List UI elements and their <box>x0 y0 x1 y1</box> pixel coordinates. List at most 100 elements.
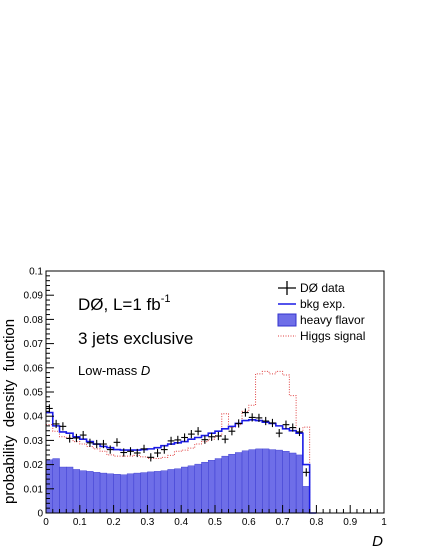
heavy-flavor-bar <box>79 470 87 514</box>
experiment-label: DØ, L=1 fb-1 <box>78 293 170 314</box>
y-axis-title: probability density function <box>1 319 18 504</box>
legend-heavy-label: heavy flavor <box>300 313 365 327</box>
heavy-flavor-bar <box>295 454 304 514</box>
x-tick-label: 1 <box>381 517 387 528</box>
selection-label: 3 jets exclusive <box>78 329 193 348</box>
heavy-flavor-bar <box>262 448 270 514</box>
heavy-flavor-bar <box>45 459 53 514</box>
x-tick-label: 0.1 <box>73 517 87 528</box>
data-point <box>187 429 195 439</box>
data-point <box>181 433 188 442</box>
legend-entry-data: DØ data <box>278 281 345 295</box>
data-point <box>93 439 101 449</box>
heavy-flavor-bar <box>194 463 202 514</box>
heavy-flavor-bar <box>120 474 128 514</box>
experiment-superscript: -1 <box>161 293 171 305</box>
heavy-flavor-bar <box>106 473 114 514</box>
heavy-flavor-bar <box>133 472 141 514</box>
heavy-flavor-bar <box>180 466 189 514</box>
y-tick-label: 0 <box>37 509 43 520</box>
y-tick-label: 0.1 <box>29 267 43 278</box>
heavy-flavor-bar <box>59 466 67 514</box>
axes: 0 0.1 0.2 0.3 0.4 0.5 0.6 0.7 0.8 0.9 1 0 0.01 0.02 0.… <box>24 267 388 529</box>
data-point <box>160 445 168 454</box>
heavy-flavor-bar <box>160 470 168 514</box>
data-point <box>221 435 229 444</box>
data-point <box>275 429 283 438</box>
data-point <box>302 468 310 477</box>
legend-data-label: DØ data <box>300 281 345 295</box>
heavy-flavor-bar <box>126 473 135 514</box>
heavy-flavor-bar <box>187 465 195 514</box>
heavy-flavor-bar <box>221 455 229 514</box>
data-point <box>106 445 114 454</box>
heavy-flavor-bar <box>255 448 263 514</box>
data-point <box>127 447 134 456</box>
heavy-flavor-bar <box>93 472 101 514</box>
heavy-flavor-bar <box>201 461 209 514</box>
data-point <box>194 427 202 436</box>
data-point <box>228 427 236 436</box>
data-point <box>113 438 121 447</box>
heavy-flavor-bar <box>52 458 60 514</box>
higgs-signal-line <box>46 370 317 514</box>
legend: DØ data bkg exp. heavy flavor Higgs sign… <box>277 281 365 343</box>
data-point <box>248 413 256 422</box>
heavy-flavor-bar <box>147 471 155 514</box>
y-tick-label: 0.04 <box>24 412 44 423</box>
x-tick-label: 0.8 <box>309 517 323 528</box>
data-point <box>201 435 209 444</box>
data-point <box>133 448 141 458</box>
heavy-flavor-bar <box>72 469 81 514</box>
y-tick-label: 0.01 <box>24 484 44 495</box>
data-points <box>46 404 310 477</box>
data-point <box>140 444 148 453</box>
heavy-flavor-bar <box>66 466 74 514</box>
data-point <box>59 422 67 431</box>
legend-heavy-swatch <box>277 313 297 327</box>
data-point <box>296 427 303 437</box>
heavy-flavor-bar <box>113 474 121 514</box>
data-point <box>174 435 182 445</box>
heavy-flavor-bar <box>248 449 256 514</box>
data-point <box>289 423 297 432</box>
data-point <box>154 448 161 458</box>
y-tick-label: 0.07 <box>24 339 44 350</box>
region-variable: D <box>141 363 150 378</box>
legend-bkg-label: bkg exp. <box>300 297 345 311</box>
data-point <box>282 420 290 429</box>
data-point <box>269 418 276 428</box>
x-tick-label: 0.5 <box>208 517 222 528</box>
heavy-flavor-bar <box>228 453 236 514</box>
heavy-flavor-bar <box>241 450 249 514</box>
heavy-flavor-bar <box>174 468 182 514</box>
y-tick-label: 0.06 <box>24 363 44 374</box>
x-tick-label: 0.6 <box>242 517 256 528</box>
data-point <box>167 436 175 445</box>
heavy-flavor-bar <box>268 449 277 514</box>
heavy-flavor-bar <box>282 451 290 514</box>
data-point <box>73 433 80 443</box>
heavy-flavor-bar <box>235 452 243 514</box>
data-point <box>235 419 243 428</box>
x-tick-label: 0.7 <box>276 517 290 528</box>
data-point <box>262 416 270 426</box>
y-tick-label: 0.02 <box>24 460 44 471</box>
x-tick-label: 0 <box>43 517 49 528</box>
data-point <box>242 408 249 417</box>
heavy-flavor-bar <box>275 449 283 514</box>
legend-entry-bkg: bkg exp. <box>278 297 345 311</box>
y-tick-label: 0.05 <box>24 388 44 399</box>
y-tick-label: 0.08 <box>24 315 44 326</box>
data-point <box>208 432 215 441</box>
data-point <box>86 438 94 447</box>
x-tick-label: 0.4 <box>174 517 188 528</box>
legend-entry-higgs: Higgs signal <box>278 329 365 343</box>
heavy-flavor-bar <box>289 452 297 514</box>
heavy-flavor-bar <box>302 486 310 514</box>
heavy-flavor-bar <box>140 472 148 514</box>
region-label: Low-mass D <box>78 363 150 378</box>
heavy-flavor-bar <box>153 471 162 514</box>
y-tick-label: 0.03 <box>24 436 44 447</box>
